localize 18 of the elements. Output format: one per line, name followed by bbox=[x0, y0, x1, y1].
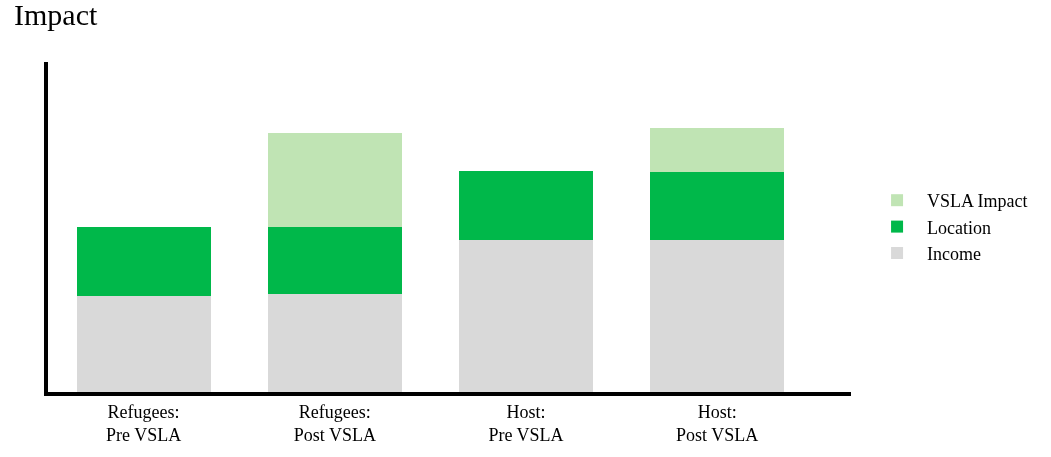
legend-label: VSLA Impact bbox=[927, 191, 1028, 212]
y-axis-title: Impact bbox=[14, 0, 98, 31]
bar bbox=[650, 239, 785, 392]
bar bbox=[459, 170, 593, 240]
legend-label: Income bbox=[927, 244, 982, 265]
x-tick-label: Host: Pre VSLA bbox=[488, 401, 564, 445]
bar bbox=[267, 227, 402, 294]
bar bbox=[650, 171, 785, 240]
x-tick-label: Refugees: Pre VSLA bbox=[106, 401, 182, 445]
bar bbox=[267, 133, 402, 227]
legend-label: Location bbox=[927, 217, 992, 238]
x-tick-label: Refugees: Post VSLA bbox=[293, 401, 376, 445]
bar bbox=[76, 227, 211, 296]
x-tick-label: Host: Post VSLA bbox=[676, 401, 759, 445]
bar bbox=[650, 128, 785, 172]
bar bbox=[76, 295, 211, 392]
bar bbox=[459, 239, 593, 392]
bar bbox=[267, 293, 402, 392]
